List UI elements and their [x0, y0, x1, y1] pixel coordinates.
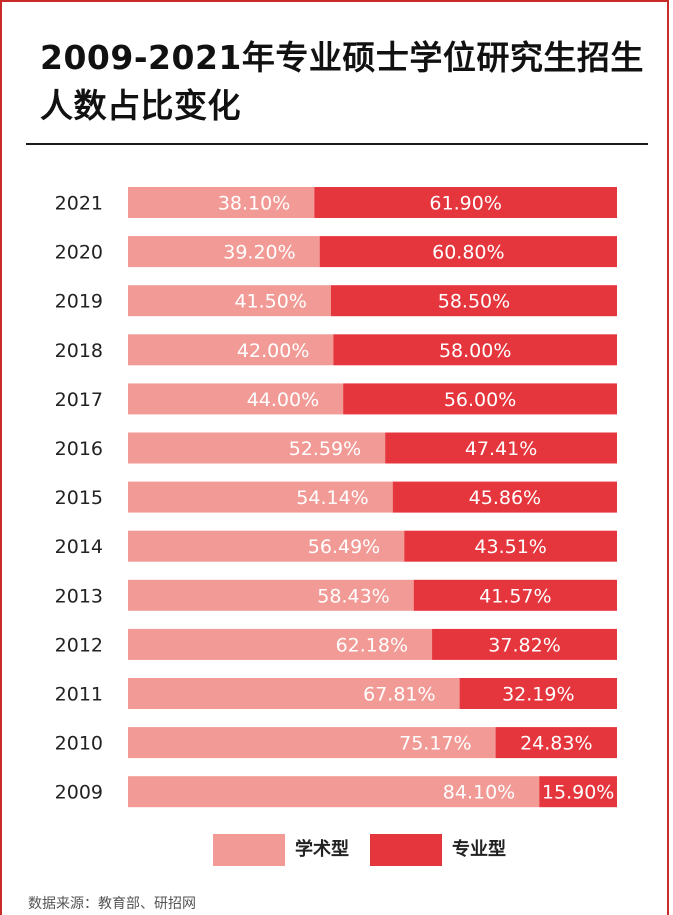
value-label-academic-2015: 54.14%: [296, 487, 368, 509]
value-label-academic-2021: 38.10%: [218, 193, 290, 215]
data-source-note: 数据来源：教育部、研招网: [28, 896, 196, 912]
bar-professional-2010: [495, 727, 617, 759]
value-label-academic-2013: 58.43%: [317, 585, 389, 607]
value-label-professional-2016: 47.41%: [465, 438, 537, 460]
value-label-professional-2018: 58.00%: [439, 340, 511, 362]
year-label-2020: 2020: [55, 242, 103, 264]
bar-professional-2015: [392, 481, 617, 513]
bar-professional-2018: [333, 334, 617, 366]
value-label-professional-2020: 60.80%: [432, 242, 504, 264]
value-label-professional-2013: 41.57%: [479, 585, 551, 607]
value-label-professional-2012: 37.82%: [488, 634, 560, 656]
bar-professional-2013: [413, 579, 617, 611]
bar-academic-2018: [128, 334, 334, 366]
bar-professional-2016: [385, 432, 617, 464]
value-label-academic-2020: 39.20%: [223, 242, 295, 264]
value-label-professional-2019: 58.50%: [438, 291, 510, 313]
bar-academic-2017: [128, 383, 344, 415]
bar-academic-2019: [128, 285, 331, 317]
bar-professional-2009: [539, 776, 617, 808]
bar-professional-2017: [343, 383, 617, 415]
legend-swatch-professional: [370, 834, 442, 866]
bar-professional-2021: [314, 187, 617, 218]
value-label-professional-2011: 32.19%: [502, 684, 574, 706]
year-label-2014: 2014: [55, 536, 103, 558]
bar-academic-2016: [128, 432, 386, 464]
legend-swatch-academic: [213, 834, 285, 866]
bar-academic-2015: [128, 481, 393, 513]
year-label-2016: 2016: [55, 438, 103, 460]
legend-label-academic: 学术型: [295, 839, 349, 860]
year-label-2010: 2010: [55, 733, 103, 755]
bar-professional-2014: [404, 530, 617, 562]
year-label-2015: 2015: [55, 487, 103, 509]
bar-academic-2021: [128, 187, 315, 218]
value-label-academic-2012: 62.18%: [336, 634, 408, 656]
value-label-academic-2010: 75.17%: [399, 733, 471, 755]
year-label-2009: 2009: [55, 782, 103, 804]
year-label-2013: 2013: [55, 585, 103, 607]
value-label-academic-2014: 56.49%: [308, 536, 380, 558]
bar-professional-2019: [330, 285, 617, 317]
bar-academic-2010: [128, 727, 496, 759]
chart-title: 2009-2021年专业硕士学位研究生招生人数占比变化: [40, 38, 644, 125]
bar-academic-2013: [128, 579, 414, 611]
value-label-professional-2021: 61.90%: [429, 193, 501, 215]
value-label-professional-2017: 56.00%: [444, 389, 516, 411]
value-label-academic-2018: 42.00%: [237, 340, 309, 362]
bar-academic-2011: [128, 678, 460, 709]
bar-academic-2014: [128, 530, 405, 562]
year-label-2012: 2012: [55, 634, 103, 656]
year-label-2011: 2011: [55, 684, 103, 706]
value-label-professional-2010: 24.83%: [520, 733, 592, 755]
bar-professional-2020: [319, 236, 617, 268]
bar-professional-2012: [432, 628, 617, 660]
bar-academic-2012: [128, 628, 433, 660]
value-label-professional-2009: 15.90%: [542, 782, 614, 804]
bar-academic-2020: [128, 236, 320, 268]
value-label-academic-2016: 52.59%: [289, 438, 361, 460]
value-label-professional-2014: 43.51%: [474, 536, 546, 558]
legend-label-professional: 专业型: [452, 839, 506, 860]
title-divider: [26, 143, 648, 145]
value-label-professional-2015: 45.86%: [469, 487, 541, 509]
value-label-academic-2017: 44.00%: [247, 389, 319, 411]
bar-professional-2011: [459, 678, 617, 709]
value-label-academic-2019: 41.50%: [234, 291, 306, 313]
value-label-academic-2009: 84.10%: [443, 782, 515, 804]
year-label-2021: 2021: [55, 193, 103, 215]
value-label-academic-2011: 67.81%: [363, 684, 435, 706]
year-label-2019: 2019: [55, 291, 103, 313]
year-label-2018: 2018: [55, 340, 103, 362]
year-label-2017: 2017: [55, 389, 103, 411]
bar-academic-2009: [128, 776, 540, 808]
